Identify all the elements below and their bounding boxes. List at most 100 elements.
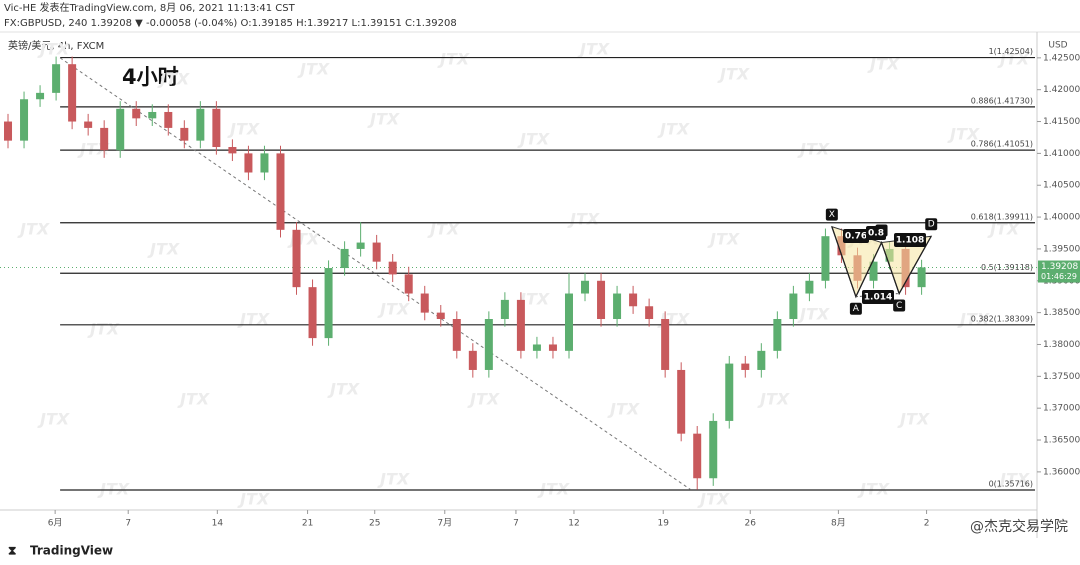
watermark: JTX (997, 470, 1030, 489)
candle-body (324, 268, 333, 339)
candle-body (645, 306, 654, 319)
watermark: JTX (757, 390, 790, 409)
y-tick-label: 1.42000 (1043, 85, 1080, 95)
candle-body (613, 293, 622, 319)
x-tick-label: 26 (745, 519, 757, 529)
ratio-box (843, 229, 869, 243)
fib-label: 0.618(1.39911) (971, 212, 1033, 221)
candle-body (196, 108, 205, 141)
credit-watermark: @杰克交易学院 (970, 518, 1068, 535)
y-tick-label: 1.39500 (1043, 244, 1080, 254)
ratio-box (862, 290, 894, 304)
y-tick-label: 1.38000 (1043, 340, 1080, 350)
ratio-box (894, 233, 926, 247)
pattern-point-box (925, 218, 938, 231)
watermark: JTX (157, 70, 190, 89)
watermark: JTX (857, 480, 890, 499)
candle-body (452, 319, 461, 351)
x-tick-label: 2 (924, 519, 930, 529)
x-tick-label: 8月 (831, 518, 846, 529)
watermark: JTX (97, 480, 130, 499)
watermark: JTX (227, 120, 260, 139)
candle-body (693, 433, 702, 479)
pattern-point-box (825, 208, 838, 221)
x-tick-label: 19 (658, 519, 670, 529)
x-tick-label: 25 (369, 519, 380, 529)
candle-body (484, 319, 493, 370)
watermark: JTX (797, 305, 830, 324)
ratio-label: 1.108 (896, 236, 924, 246)
watermark: JTX (377, 470, 410, 489)
pattern-point-box (849, 302, 862, 315)
watermark: JTX (717, 65, 750, 84)
watermark: JTX (577, 40, 610, 59)
candle-body (597, 280, 606, 319)
candle-body (244, 153, 253, 173)
watermark: JTX (237, 490, 270, 509)
candle-body (500, 299, 509, 319)
candle-body (468, 350, 477, 370)
y-tick-label: 1.40000 (1043, 213, 1080, 223)
watermark: JTX (797, 140, 830, 159)
watermark: JTX (367, 110, 400, 129)
candle-body (372, 242, 381, 262)
candle-body (228, 147, 237, 154)
fib-label: 0.786(1.41051) (971, 140, 1033, 149)
candle-body (564, 293, 573, 351)
watermark: JTX (297, 60, 330, 79)
watermark: JTX (537, 480, 570, 499)
watermark: JTX (37, 410, 70, 429)
candle-body (757, 350, 766, 370)
header-line: FX:GBPUSD, 240 1.39208 ▼ -0.00058 (-0.04… (4, 18, 457, 29)
candle-body (404, 274, 413, 294)
candle-body (821, 236, 830, 281)
candle-body (20, 99, 29, 141)
candle-body (741, 363, 750, 370)
watermark: JTX (87, 320, 120, 339)
watermark: JTX (957, 310, 990, 329)
ratio-label: 1.014 (864, 293, 892, 303)
watermark: JTX (177, 390, 210, 409)
watermark: JTX (947, 125, 980, 144)
header-line: Vic-HE 发表在TradingView.com, 8月 06, 2021 1… (4, 1, 296, 14)
watermark: JTX (427, 220, 460, 239)
brand-logo: ⧗ (8, 544, 16, 558)
candle-body (548, 344, 557, 351)
x-tick-label: 12 (568, 519, 579, 529)
price-tag-value: 1.39208 (1041, 262, 1078, 272)
candle-body (212, 108, 221, 148)
ratio-box (866, 226, 886, 240)
pattern-point-box (893, 299, 906, 312)
symbol-label: 英镑/美元, 4h, FXCM (8, 39, 104, 52)
watermark: JTX (17, 220, 50, 239)
trendline (59, 57, 692, 491)
fib-label: 1(1.42504) (989, 47, 1033, 56)
pattern-point-label: C (896, 301, 902, 311)
pattern-point-label: A (853, 304, 860, 314)
candle-body (869, 261, 878, 281)
watermark: JTX (707, 230, 740, 249)
x-tick-label: 7月 (437, 518, 452, 529)
candle-body (292, 229, 301, 288)
x-tick-label: 14 (212, 519, 224, 529)
y-tick-label: 1.38500 (1043, 308, 1080, 318)
brand: TradingView (30, 544, 113, 558)
candle-body (116, 108, 125, 151)
candle-body (308, 287, 317, 339)
candle-body (629, 293, 638, 307)
watermark: JTX (237, 310, 270, 329)
fib-label: 0.382(1.38309) (971, 314, 1033, 323)
watermark: JTX (467, 390, 500, 409)
watermark: JTX (517, 130, 550, 149)
y-tick-label: 1.36500 (1043, 436, 1080, 446)
watermark: JTX (897, 410, 930, 429)
candle-body (52, 64, 61, 93)
watermark: JTX (377, 300, 410, 319)
candle-body (356, 242, 365, 249)
candle-body (388, 261, 397, 275)
candle-body (4, 121, 13, 141)
watermark: JTX (697, 490, 730, 509)
y-tick-label: 1.42500 (1043, 53, 1080, 63)
